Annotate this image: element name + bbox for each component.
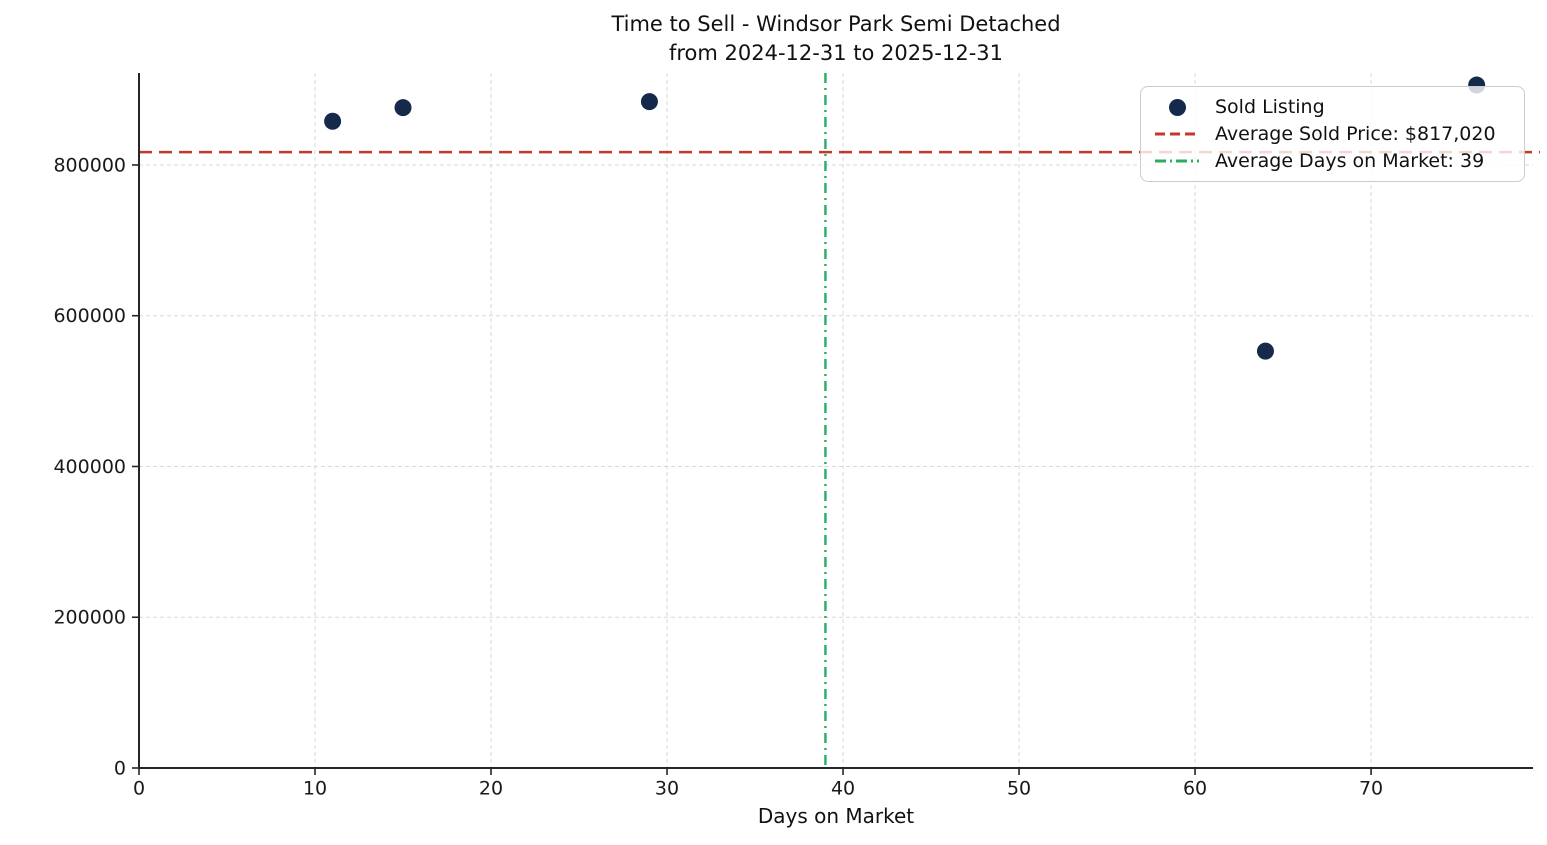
y-tick-label: 400000 (53, 456, 126, 478)
x-tick-label: 0 (133, 778, 145, 800)
x-tick-label: 10 (303, 778, 327, 800)
y-tick-label: 600000 (53, 305, 126, 327)
scatter-point (640, 93, 658, 111)
chart-title-line2: from 2024-12-31 to 2025-12-31 (668, 41, 1004, 65)
scatter-point (324, 112, 342, 130)
y-tick-label: 800000 (53, 154, 126, 176)
x-tick-label: 60 (1183, 778, 1207, 800)
avg-dom-dashdot-line-icon (1154, 158, 1200, 164)
legend-label: Average Days on Market: 39 (1215, 149, 1485, 172)
scatter-point (1256, 342, 1274, 360)
x-tick-label: 30 (655, 778, 679, 800)
chart-title: Time to Sell - Windsor Park Semi Detache… (139, 10, 1533, 68)
legend-label: Average Sold Price: $817,020 (1215, 123, 1496, 145)
chart-title-line1: Time to Sell - Windsor Park Semi Detache… (611, 12, 1061, 36)
scatter-point (394, 99, 412, 117)
x-tick-label: 70 (1359, 778, 1383, 800)
legend-label: Sold Listing (1215, 96, 1325, 119)
y-tick-label: 200000 (53, 607, 126, 629)
x-tick-label: 20 (479, 778, 503, 800)
legend: Sold Listing Average Sold Price: $817,02… (1140, 86, 1525, 182)
legend-item-avg-days-on-market: Average Days on Market: 39 (1154, 147, 1512, 174)
y-tick-label: 0 (114, 757, 126, 779)
x-tick-label: 50 (1007, 778, 1031, 800)
legend-item-sold-listing: Sold Listing (1154, 94, 1512, 121)
avg-price-dashed-line-icon (1154, 131, 1200, 137)
x-axis-title: Days on Market (757, 804, 915, 828)
legend-item-avg-sold-price: Average Sold Price: $817,020 (1154, 121, 1512, 148)
sold-listing-dot-icon (1154, 98, 1200, 116)
x-tick-label: 40 (831, 778, 855, 800)
